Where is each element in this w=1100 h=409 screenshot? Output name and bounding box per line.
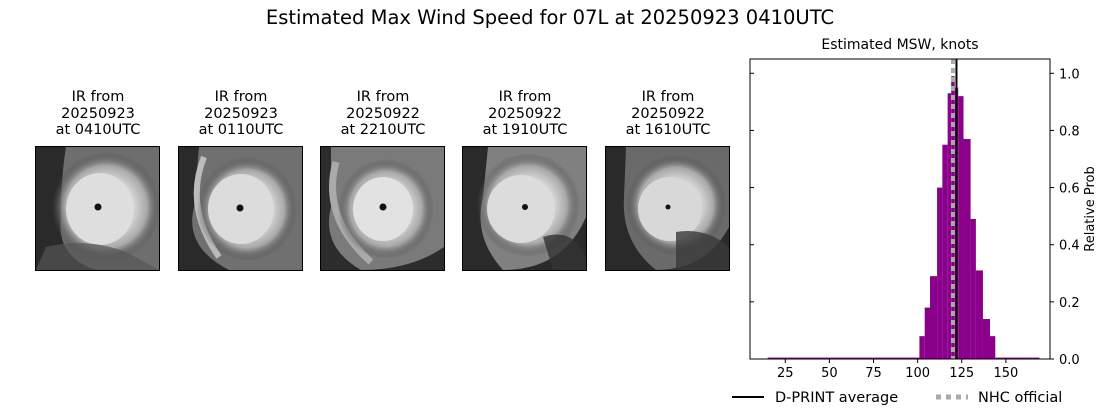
- caption-line: IR from: [356, 89, 410, 105]
- caption-time: at 2210UTC: [340, 122, 426, 138]
- dprint-legend-label: D-PRINT average: [775, 390, 898, 406]
- histogram-bar: [970, 219, 976, 359]
- ir-caption: IR from 20250922 at 1610UTC: [605, 89, 731, 145]
- x-tick-label: 125: [949, 366, 974, 381]
- caption-time: at 0410UTC: [55, 122, 141, 138]
- caption-date: 20250922: [631, 105, 705, 122]
- x-tick-label: 25: [777, 366, 794, 381]
- ir-panel-1: IR from 20250923 at 0410UTC: [35, 89, 161, 271]
- caption-time: at 1910UTC: [482, 122, 568, 138]
- histogram-bar: [995, 357, 1040, 360]
- y-tick-label: 1.0: [1059, 67, 1080, 82]
- ir-caption: IR from 20250922 at 1910UTC: [462, 89, 588, 145]
- x-tick-label: 50: [821, 366, 838, 381]
- reference-lines: [950, 59, 958, 359]
- ir-satellite-image: [462, 146, 587, 271]
- ir-caption: IR from 20250922 at 2210UTC: [320, 89, 446, 145]
- y-axis-label: Relative Prob: [1083, 166, 1098, 251]
- caption-date: 20250923: [61, 105, 135, 122]
- histogram-bar: [982, 319, 990, 359]
- histogram-bar: [937, 187, 943, 359]
- ir-panel-4: IR from 20250922 at 1910UTC: [462, 89, 588, 271]
- histogram-bars: [767, 76, 1040, 360]
- ir-panel-2: IR from 20250923 at 0110UTC: [178, 89, 304, 271]
- histogram-bar: [947, 93, 952, 360]
- caption-time: at 1610UTC: [625, 122, 711, 138]
- x-tick-label: 150: [993, 366, 1018, 381]
- ir-panel-3: IR from 20250922 at 2210UTC: [320, 89, 446, 271]
- y-axis-ticks: 0.0 0.2 0.4 0.6 0.8 1.0: [750, 67, 1080, 368]
- axes-frame: [749, 58, 1051, 360]
- ir-caption: IR from 20250923 at 0410UTC: [35, 89, 161, 145]
- ir-panel-5: IR from 20250922 at 1610UTC: [605, 89, 731, 271]
- histogram-bar: [767, 357, 920, 360]
- histogram-bar: [958, 96, 964, 360]
- y-tick-label: 0.2: [1059, 296, 1080, 311]
- ir-satellite-image: [35, 146, 160, 271]
- ir-satellite-image: [320, 146, 445, 271]
- ir-caption: IR from 20250923 at 0110UTC: [178, 89, 304, 145]
- ir-satellite-image: [605, 146, 730, 271]
- caption-line: IR from: [214, 89, 268, 105]
- caption-date: 20250922: [346, 105, 420, 122]
- nhc-legend-label: NHC official: [978, 390, 1062, 406]
- y-tick-label: 0.6: [1059, 182, 1080, 197]
- caption-line: IR from: [71, 89, 125, 105]
- y-tick-label: 0.0: [1059, 353, 1080, 368]
- histogram-bar: [951, 76, 955, 359]
- caption-date: 20250923: [204, 105, 278, 122]
- y-tick-label: 0.8: [1059, 124, 1080, 139]
- ir-satellite-image: [178, 146, 303, 271]
- caption-line: IR from: [641, 89, 695, 105]
- figure-title: Estimated Max Wind Speed for 07L at 2025…: [265, 6, 835, 29]
- x-tick-label: 75: [865, 366, 882, 381]
- histogram-bar: [924, 307, 930, 359]
- y-tick-label: 0.4: [1059, 239, 1080, 254]
- caption-date: 20250922: [488, 105, 562, 122]
- histogram-bar: [963, 139, 971, 359]
- histogram-bar: [919, 336, 925, 359]
- caption-line: IR from: [498, 89, 552, 105]
- chart-legend: D-PRINT average NHC official: [732, 390, 1062, 406]
- x-tick-label: 100: [905, 366, 930, 381]
- histogram-bar: [990, 336, 996, 359]
- x-axis-ticks: 25 50 75 100 125 150: [777, 359, 1018, 381]
- caption-time: at 0110UTC: [198, 122, 284, 138]
- chart-title: Estimated MSW, knots: [821, 37, 978, 53]
- msw-histogram-chart: Estimated MSW, knots 25 50 75 100 125 150 0.0…: [730, 30, 1100, 409]
- histogram-bar: [975, 270, 983, 359]
- histogram-bar: [942, 144, 948, 359]
- histogram-bar: [930, 276, 938, 359]
